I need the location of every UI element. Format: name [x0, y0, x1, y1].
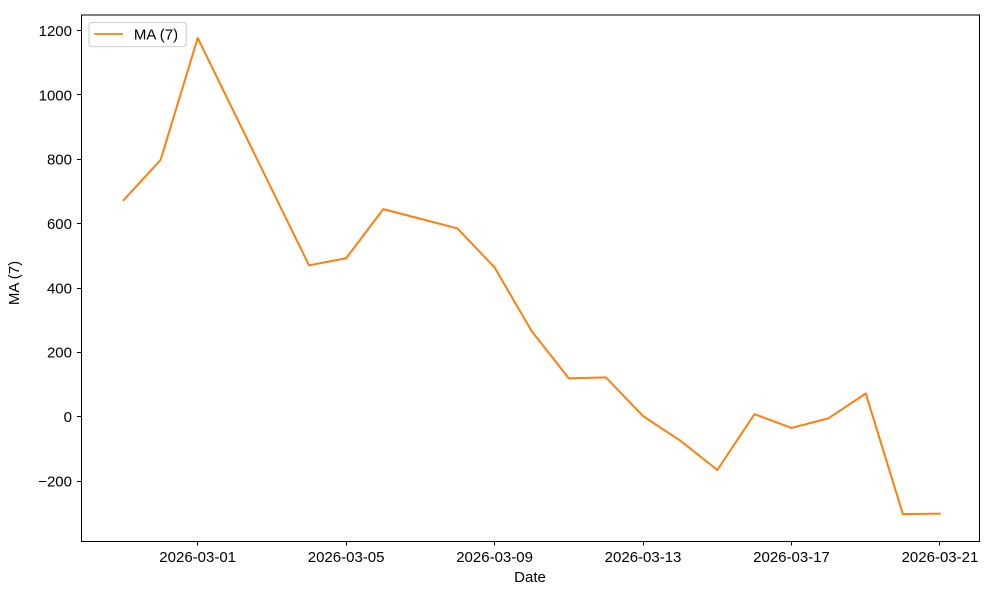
svg-text:−200: −200 [38, 473, 72, 490]
svg-text:MA (7): MA (7) [6, 261, 23, 305]
svg-text:2026-03-17: 2026-03-17 [753, 549, 830, 566]
svg-text:2026-03-21: 2026-03-21 [902, 549, 979, 566]
svg-text:800: 800 [47, 152, 72, 169]
svg-text:1000: 1000 [39, 87, 72, 104]
svg-text:600: 600 [47, 216, 72, 233]
svg-text:1200: 1200 [39, 23, 72, 40]
svg-text:Date: Date [514, 569, 546, 586]
svg-text:2026-03-05: 2026-03-05 [308, 549, 385, 566]
svg-text:0: 0 [64, 409, 72, 426]
svg-text:2026-03-13: 2026-03-13 [605, 549, 682, 566]
svg-text:2026-03-09: 2026-03-09 [456, 549, 533, 566]
svg-text:2026-03-01: 2026-03-01 [159, 549, 236, 566]
svg-text:MA (7): MA (7) [134, 27, 178, 44]
svg-text:400: 400 [47, 280, 72, 297]
svg-text:200: 200 [47, 345, 72, 362]
